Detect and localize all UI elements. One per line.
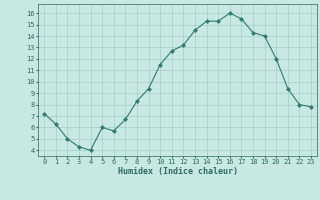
X-axis label: Humidex (Indice chaleur): Humidex (Indice chaleur) bbox=[118, 167, 238, 176]
